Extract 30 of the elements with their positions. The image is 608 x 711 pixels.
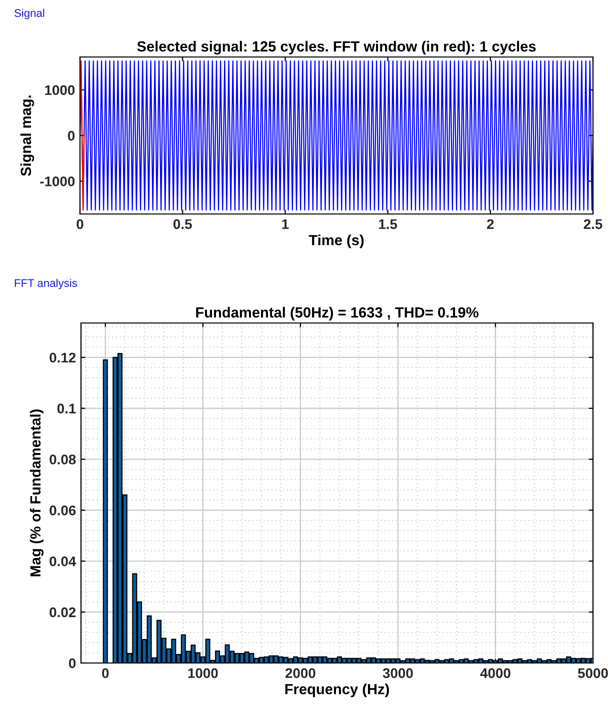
- x-tick-label: 1000: [188, 668, 218, 678]
- y-tick-label: 0.12: [50, 352, 76, 363]
- x-tick-label: 1: [282, 219, 289, 229]
- y-tick-label: 1000: [45, 85, 75, 96]
- y-tick-label: 0.1: [57, 404, 76, 414]
- x-tick-label: 2.5: [584, 219, 602, 230]
- y-axis-title: Signal mag.: [20, 96, 34, 176]
- x-tick-label: 3000: [382, 668, 413, 678]
- x-tick-label: 2000: [285, 668, 316, 678]
- x-tick-label: 0.5: [173, 219, 192, 230]
- x-tick-label: 5000: [578, 668, 608, 678]
- x-tick-label: 4000: [480, 668, 510, 678]
- y-axis-title: Mag (% of Fundamental): [30, 409, 44, 576]
- x-tick-label: 2: [487, 219, 494, 229]
- y-tick-label: -1000: [40, 176, 75, 186]
- y-tick-label: 0.06: [50, 506, 76, 516]
- chart-title: Selected signal: 125 cycles. FFT window (in red): 1 cycles: [137, 40, 536, 55]
- y-tick-label: 0.02: [50, 607, 76, 618]
- y-tick-label: 0.08: [50, 454, 76, 464]
- text: FFT analysis: [14, 278, 77, 290]
- y-tick-label: 0.04: [50, 556, 76, 566]
- x-tick-label: 0: [102, 668, 109, 678]
- x-tick-label: 1.5: [379, 219, 398, 230]
- x-tick-label: 0: [76, 219, 84, 230]
- text: Signal: [14, 8, 44, 20]
- y-tick-label: 0: [68, 130, 75, 141]
- x-axis-title: Time (s): [308, 234, 364, 248]
- x-axis-title: Frequency (Hz): [285, 684, 389, 698]
- y-tick-label: 0: [68, 658, 76, 668]
- chart-title: Fundamental (50Hz) = 1633 , THD= 0.19%: [196, 306, 478, 320]
